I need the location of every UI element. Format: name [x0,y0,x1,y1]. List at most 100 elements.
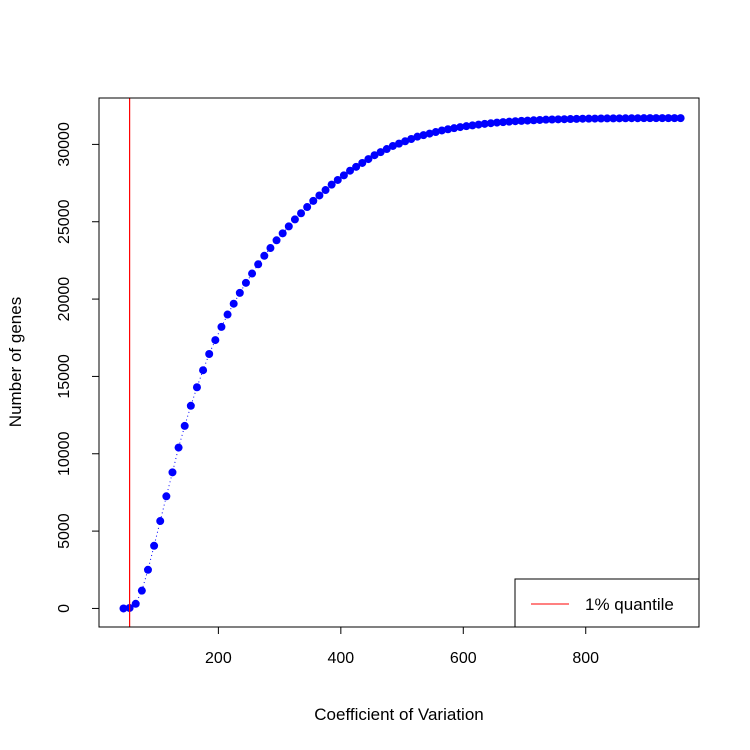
x-tick-label: 400 [327,650,354,667]
data-point [388,141,397,150]
data-point [217,322,226,331]
data-point [254,260,263,269]
data-point [450,124,459,133]
data-point [590,114,599,123]
data-point [186,401,195,410]
y-tick-label: 25000 [56,199,73,244]
data-point [235,288,244,297]
data-point [492,118,501,127]
data-point [554,115,563,124]
data-point [180,421,189,430]
y-axis-title: Number of genes [6,297,25,427]
legend-box [514,578,700,628]
data-point [523,116,532,125]
data-point [143,565,152,574]
data-point [162,492,171,501]
data-point [241,278,250,287]
data-point [468,121,477,130]
data-point [168,468,177,477]
data-point [192,383,201,392]
data-point [676,114,685,123]
y-tick-label: 15000 [56,354,73,399]
data-point [639,114,648,123]
data-point [413,132,422,141]
data-point [584,114,593,123]
data-point [517,116,526,125]
data-point [382,145,391,154]
data-point [309,196,318,205]
data-point [395,139,403,148]
legend: 1% quantile [514,578,700,628]
data-point [174,443,183,452]
data-point [462,122,471,131]
data-point [425,129,434,138]
x-axis-title: Coefficient of Variation [314,705,483,724]
data-point [456,123,465,132]
data-point [621,114,630,123]
data-point [443,125,452,134]
x-axis: 200 400 600 800 [205,626,599,667]
data-point [370,151,379,160]
data-point [266,244,275,253]
data-point [541,115,550,124]
data-point [303,203,312,212]
data-point [321,186,330,195]
data-point [248,269,257,278]
data-point [474,120,483,129]
data-point [401,137,410,146]
data-point [615,114,624,123]
data-point [327,180,336,189]
data-point [290,215,299,224]
data-point [511,117,520,126]
data-point [646,114,655,123]
x-tick-label: 200 [205,650,232,667]
x-tick-label: 600 [450,650,477,667]
data-point [529,116,538,125]
data-point [670,114,679,123]
y-tick-label: 0 [56,604,73,613]
data-point [566,115,575,124]
data-point [407,134,416,143]
x-tick-label: 800 [572,650,599,667]
data-point [284,222,293,231]
data-point [535,115,544,124]
data-point [376,148,385,157]
plot-marks [119,114,685,613]
data-point [652,114,661,123]
data-point [278,229,287,238]
data-point [578,114,587,123]
data-point [131,599,140,608]
data-point [260,251,269,260]
y-axis: 0 5000 10000 15000 20000 25000 30000 [56,122,100,613]
data-point [437,126,446,135]
data-point [419,131,428,140]
data-point [229,299,238,308]
data-point [137,586,146,595]
data-point [572,114,581,123]
data-point [119,604,128,613]
y-tick-label: 20000 [56,277,73,322]
y-tick-label: 5000 [56,513,73,549]
data-point [339,171,348,180]
data-point [223,310,232,319]
data-point [597,114,606,123]
data-point [150,541,159,550]
data-point [333,175,342,184]
y-tick-label: 10000 [56,431,73,476]
data-point [211,336,220,345]
data-point [199,366,208,375]
data-point [272,236,281,245]
data-point [297,209,306,218]
data-point [431,128,440,137]
data-point [156,517,165,526]
data-point [603,114,612,123]
data-point [205,349,214,358]
data-point [499,118,508,127]
data-point [664,114,673,123]
data-point [548,115,557,124]
data-point [364,155,373,164]
data-point [346,166,355,175]
data-point [505,117,514,126]
